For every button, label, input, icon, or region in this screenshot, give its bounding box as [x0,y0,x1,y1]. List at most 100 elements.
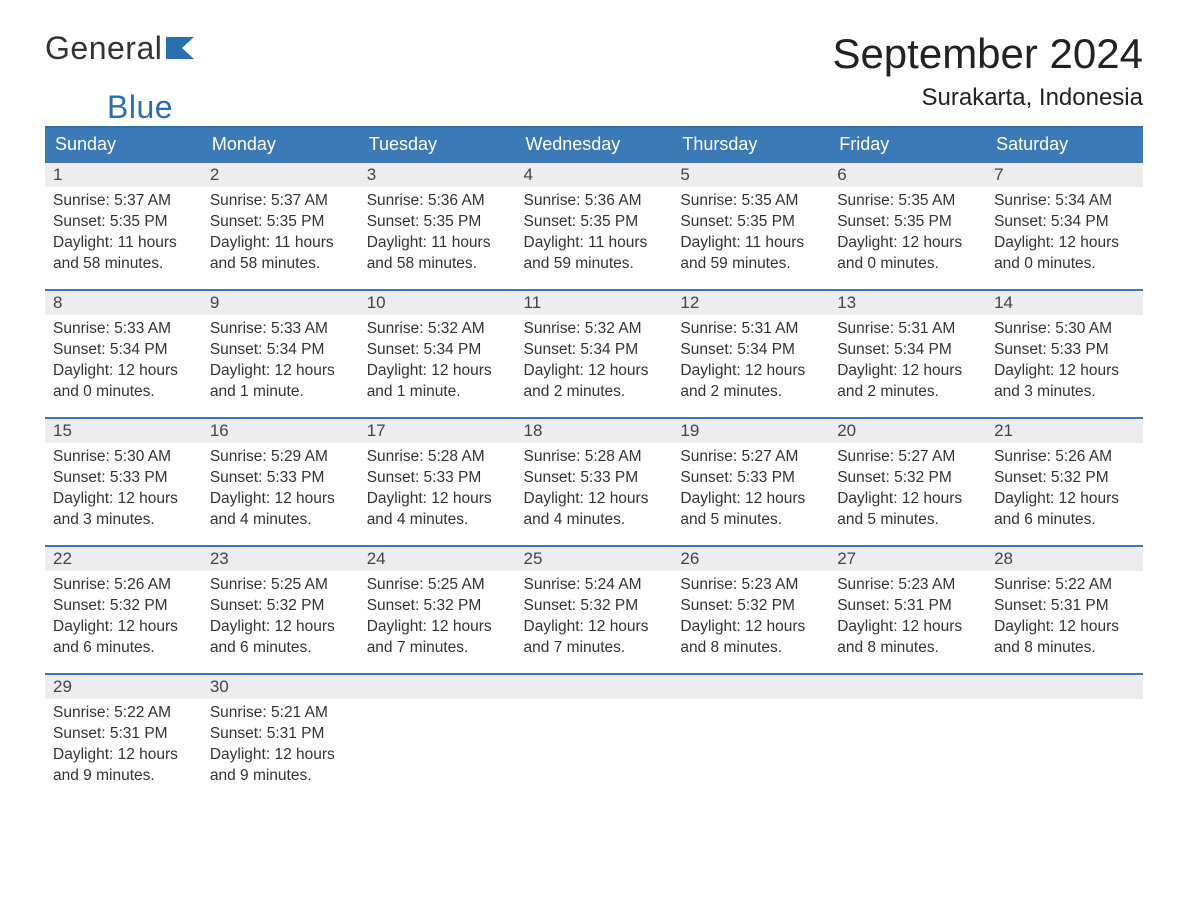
brand-word2-wrap: GenBlue [45,89,173,126]
sunrise-text: Sunrise: 5:26 AM [53,575,194,596]
sunrise-text: Sunrise: 5:22 AM [53,703,194,724]
daylight-line2: and 0 minutes. [837,254,978,275]
calendar-day: 9Sunrise: 5:33 AMSunset: 5:34 PMDaylight… [202,289,359,417]
day-number: 29 [45,673,202,699]
daylight-line1: Daylight: 12 hours [837,489,978,510]
sunrise-text: Sunrise: 5:37 AM [210,191,351,212]
daylight-line1: Daylight: 12 hours [367,617,508,638]
calendar-day: 1Sunrise: 5:37 AMSunset: 5:35 PMDaylight… [45,161,202,289]
day-body: Sunrise: 5:25 AMSunset: 5:32 PMDaylight:… [359,571,516,667]
day-number: 28 [986,545,1143,571]
daylight-line1: Daylight: 12 hours [53,489,194,510]
day-number: 27 [829,545,986,571]
daylight-line1: Daylight: 12 hours [53,361,194,382]
calendar-day: 2Sunrise: 5:37 AMSunset: 5:35 PMDaylight… [202,161,359,289]
sunset-text: Sunset: 5:32 PM [680,596,821,617]
daylight-line2: and 0 minutes. [994,254,1135,275]
day-number [359,673,516,699]
sunrise-text: Sunrise: 5:25 AM [367,575,508,596]
calendar-day: 4Sunrise: 5:36 AMSunset: 5:35 PMDaylight… [516,161,673,289]
calendar-week: 8Sunrise: 5:33 AMSunset: 5:34 PMDaylight… [45,289,1143,417]
daylight-line1: Daylight: 12 hours [837,361,978,382]
daylight-line1: Daylight: 12 hours [53,617,194,638]
day-body: Sunrise: 5:33 AMSunset: 5:34 PMDaylight:… [45,315,202,411]
sunrise-text: Sunrise: 5:34 AM [994,191,1135,212]
daylight-line1: Daylight: 12 hours [524,617,665,638]
day-body: Sunrise: 5:33 AMSunset: 5:34 PMDaylight:… [202,315,359,411]
day-body: Sunrise: 5:28 AMSunset: 5:33 PMDaylight:… [359,443,516,539]
day-number: 25 [516,545,673,571]
daylight-line2: and 9 minutes. [53,766,194,787]
daylight-line2: and 1 minute. [367,382,508,403]
day-body [359,699,516,711]
sunset-text: Sunset: 5:33 PM [994,340,1135,361]
col-sunday: Sunday [45,127,202,161]
calendar-table: Sunday Monday Tuesday Wednesday Thursday… [45,126,1143,801]
daylight-line2: and 59 minutes. [680,254,821,275]
day-number [672,673,829,699]
daylight-line1: Daylight: 11 hours [53,233,194,254]
day-number: 30 [202,673,359,699]
sunrise-text: Sunrise: 5:28 AM [367,447,508,468]
day-body: Sunrise: 5:36 AMSunset: 5:35 PMDaylight:… [516,187,673,283]
day-number: 7 [986,161,1143,187]
calendar-day: 14Sunrise: 5:30 AMSunset: 5:33 PMDayligh… [986,289,1143,417]
sunset-text: Sunset: 5:31 PM [837,596,978,617]
day-body [986,699,1143,711]
day-body: Sunrise: 5:30 AMSunset: 5:33 PMDaylight:… [986,315,1143,411]
sunset-text: Sunset: 5:32 PM [994,468,1135,489]
daylight-line1: Daylight: 12 hours [367,489,508,510]
sunrise-text: Sunrise: 5:36 AM [524,191,665,212]
daylight-line2: and 4 minutes. [524,510,665,531]
day-body: Sunrise: 5:31 AMSunset: 5:34 PMDaylight:… [672,315,829,411]
daylight-line2: and 8 minutes. [994,638,1135,659]
calendar-day [359,673,516,801]
calendar-day: 18Sunrise: 5:28 AMSunset: 5:33 PMDayligh… [516,417,673,545]
calendar-day: 11Sunrise: 5:32 AMSunset: 5:34 PMDayligh… [516,289,673,417]
day-body: Sunrise: 5:31 AMSunset: 5:34 PMDaylight:… [829,315,986,411]
day-body: Sunrise: 5:22 AMSunset: 5:31 PMDaylight:… [45,699,202,795]
day-number: 9 [202,289,359,315]
sunrise-text: Sunrise: 5:33 AM [210,319,351,340]
day-number [986,673,1143,699]
sunset-text: Sunset: 5:35 PM [53,212,194,233]
calendar-day: 22Sunrise: 5:26 AMSunset: 5:32 PMDayligh… [45,545,202,673]
calendar-day: 13Sunrise: 5:31 AMSunset: 5:34 PMDayligh… [829,289,986,417]
daylight-line1: Daylight: 12 hours [210,745,351,766]
calendar-day: 26Sunrise: 5:23 AMSunset: 5:32 PMDayligh… [672,545,829,673]
calendar-day [672,673,829,801]
sunset-text: Sunset: 5:34 PM [680,340,821,361]
calendar-day: 29Sunrise: 5:22 AMSunset: 5:31 PMDayligh… [45,673,202,801]
calendar-week: 29Sunrise: 5:22 AMSunset: 5:31 PMDayligh… [45,673,1143,801]
daylight-line1: Daylight: 12 hours [680,617,821,638]
sunset-text: Sunset: 5:33 PM [53,468,194,489]
daylight-line1: Daylight: 12 hours [837,233,978,254]
daylight-line1: Daylight: 12 hours [210,361,351,382]
sunrise-text: Sunrise: 5:30 AM [53,447,194,468]
day-number: 24 [359,545,516,571]
daylight-line2: and 59 minutes. [524,254,665,275]
sunset-text: Sunset: 5:35 PM [837,212,978,233]
daylight-line1: Daylight: 12 hours [210,489,351,510]
col-thursday: Thursday [672,127,829,161]
calendar-day: 24Sunrise: 5:25 AMSunset: 5:32 PMDayligh… [359,545,516,673]
calendar-day: 28Sunrise: 5:22 AMSunset: 5:31 PMDayligh… [986,545,1143,673]
daylight-line2: and 1 minute. [210,382,351,403]
calendar-day: 3Sunrise: 5:36 AMSunset: 5:35 PMDaylight… [359,161,516,289]
sunset-text: Sunset: 5:34 PM [524,340,665,361]
calendar-week: 22Sunrise: 5:26 AMSunset: 5:32 PMDayligh… [45,545,1143,673]
calendar-day: 20Sunrise: 5:27 AMSunset: 5:32 PMDayligh… [829,417,986,545]
col-tuesday: Tuesday [359,127,516,161]
sunrise-text: Sunrise: 5:36 AM [367,191,508,212]
daylight-line2: and 0 minutes. [53,382,194,403]
day-number: 20 [829,417,986,443]
day-body: Sunrise: 5:36 AMSunset: 5:35 PMDaylight:… [359,187,516,283]
day-number: 5 [672,161,829,187]
sunset-text: Sunset: 5:34 PM [837,340,978,361]
sunset-text: Sunset: 5:31 PM [994,596,1135,617]
daylight-line2: and 2 minutes. [837,382,978,403]
daylight-line2: and 9 minutes. [210,766,351,787]
day-body: Sunrise: 5:29 AMSunset: 5:33 PMDaylight:… [202,443,359,539]
sunset-text: Sunset: 5:34 PM [53,340,194,361]
calendar-day: 23Sunrise: 5:25 AMSunset: 5:32 PMDayligh… [202,545,359,673]
